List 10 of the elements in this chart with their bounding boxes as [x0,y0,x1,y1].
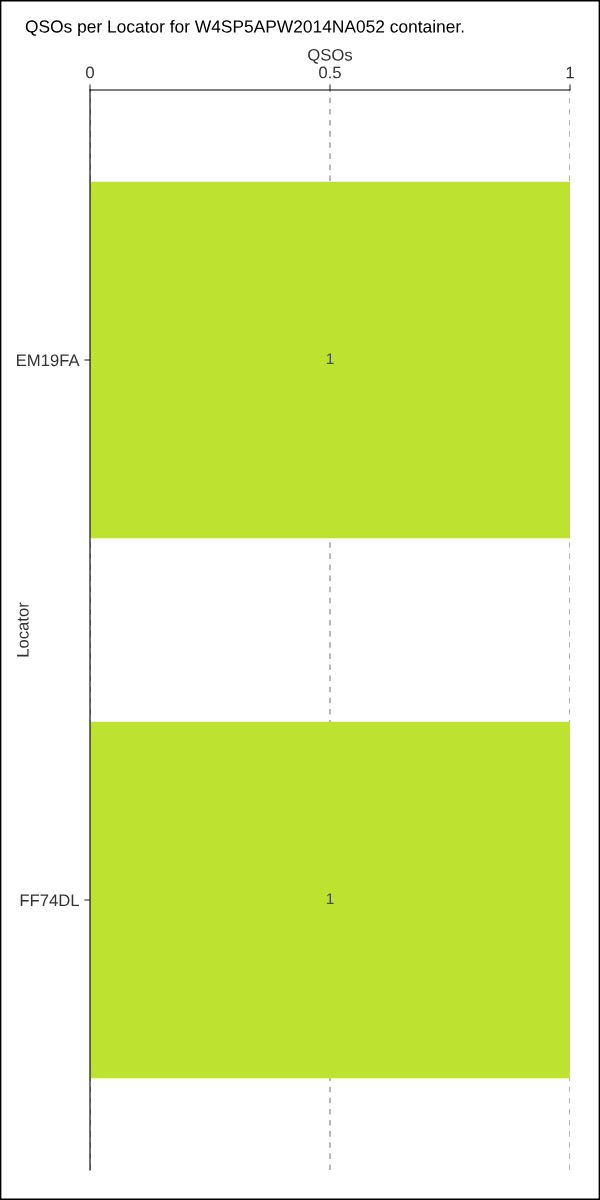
data-label: 1 [326,893,334,904]
x-axis-title: QSOs [308,48,353,64]
x-tick-label: 0 [86,66,94,79]
data-label: 1 [326,353,334,364]
y-axis-title: Locator [17,602,29,657]
x-tick-label: 1 [566,66,574,79]
y-tick-label: EM19FA [17,354,80,367]
y-tick-label: FF74DL [20,894,80,907]
chart-title: QSOs per Locator for W4SP5APW2014NA052 container. [25,19,464,37]
x-tick-label: 0.5 [319,66,341,79]
